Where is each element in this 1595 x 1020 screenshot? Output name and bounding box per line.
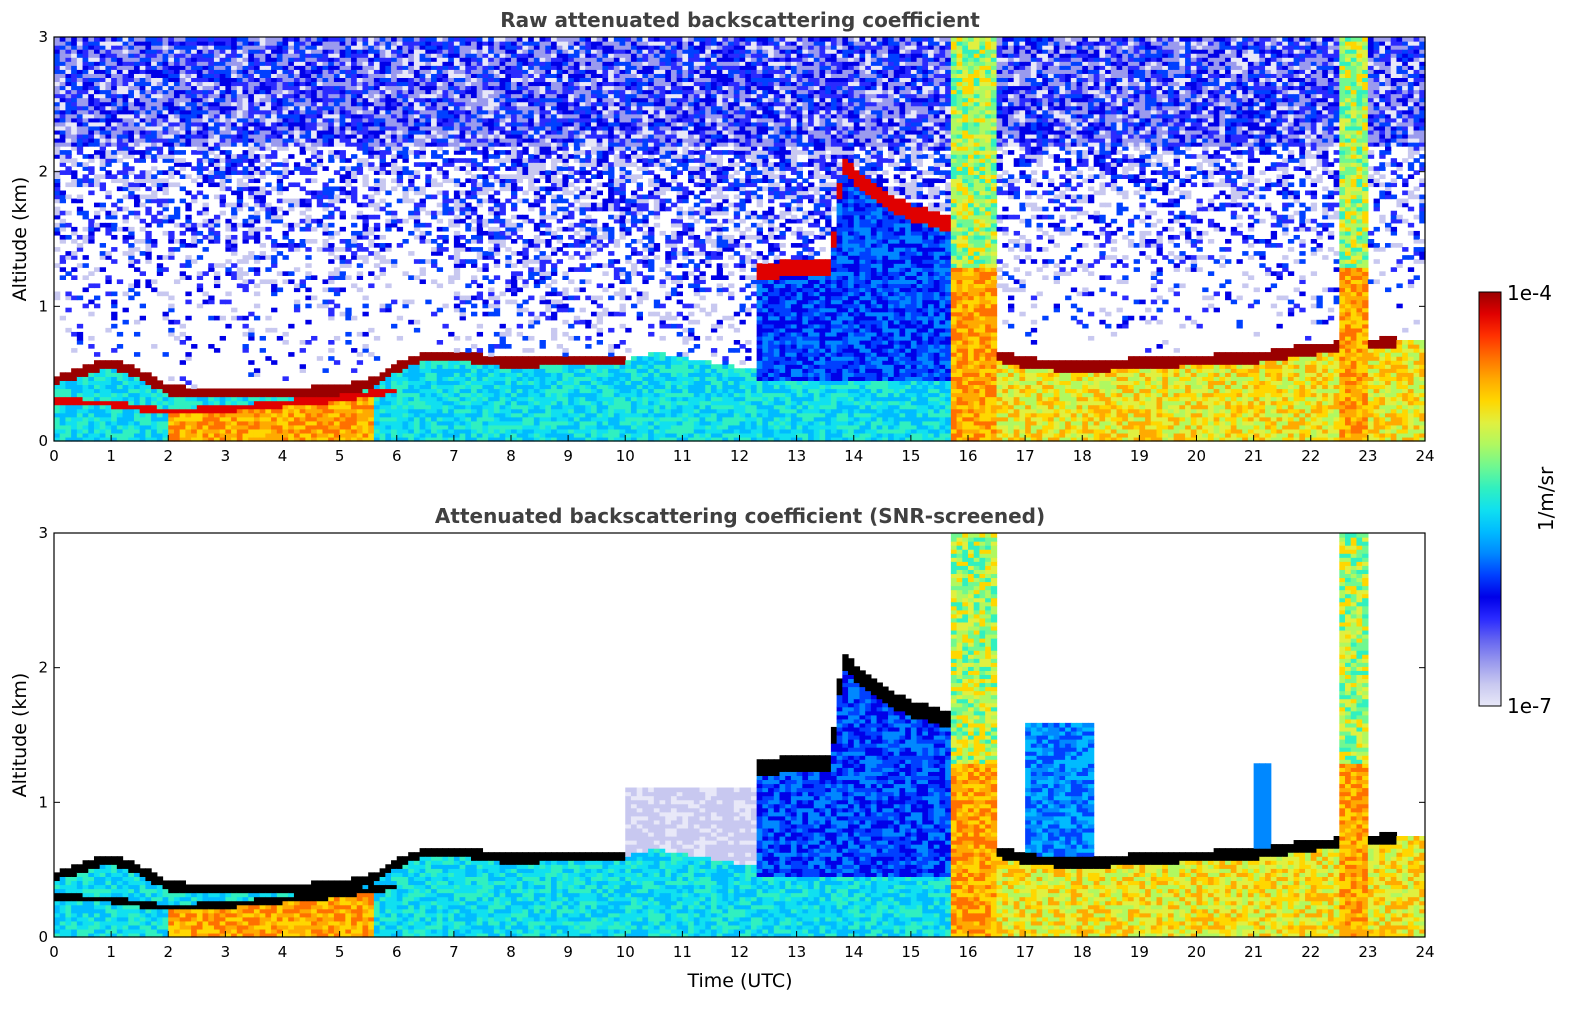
x-tick-label: 24 <box>1415 943 1434 961</box>
x-tick-label: 1 <box>106 447 116 465</box>
x-tick-label: 21 <box>1244 447 1263 465</box>
x-tick-label: 14 <box>844 447 863 465</box>
y-tick-label: 1 <box>38 297 48 315</box>
x-tick-label: 2 <box>163 943 173 961</box>
x-tick-label: 23 <box>1358 447 1377 465</box>
x-tick-label: 0 <box>49 943 59 961</box>
y-tick-label: 1 <box>38 793 48 811</box>
x-tick-label: 20 <box>1187 943 1206 961</box>
x-tick-label: 16 <box>958 447 977 465</box>
x-tick-label: 5 <box>335 447 345 465</box>
colorbar-min-label: 1e-7 <box>1507 694 1552 718</box>
x-tick-label: 16 <box>958 943 977 961</box>
y-tick-label: 3 <box>38 524 48 542</box>
x-tick-label: 5 <box>335 943 345 961</box>
x-tick-label: 8 <box>506 447 516 465</box>
x-tick-label: 18 <box>1073 447 1092 465</box>
x-tick-label: 9 <box>563 943 573 961</box>
x-tick-label: 12 <box>730 447 749 465</box>
x-tick-label: 10 <box>616 943 635 961</box>
panel-screened-heatmap <box>54 533 1426 938</box>
x-tick-label: 7 <box>449 943 459 961</box>
x-tick-label: 22 <box>1301 447 1320 465</box>
panel-screened: Attenuated backscattering coefficient (S… <box>9 504 1435 992</box>
x-tick-label: 15 <box>901 943 920 961</box>
x-tick-label: 18 <box>1073 943 1092 961</box>
x-tick-label: 3 <box>221 943 231 961</box>
x-tick-label: 4 <box>278 943 288 961</box>
x-tick-label: 19 <box>1130 943 1149 961</box>
y-tick-label: 3 <box>38 28 48 46</box>
x-tick-label: 17 <box>1016 943 1035 961</box>
x-tick-label: 21 <box>1244 943 1263 961</box>
x-tick-label: 23 <box>1358 943 1377 961</box>
x-tick-label: 4 <box>278 447 288 465</box>
x-tick-label: 13 <box>787 447 806 465</box>
x-tick-label: 6 <box>392 943 402 961</box>
x-tick-label: 12 <box>730 943 749 961</box>
x-tick-label: 6 <box>392 447 402 465</box>
panel-raw-title: Raw attenuated backscattering coefficien… <box>500 8 980 32</box>
x-tick-label: 1 <box>106 943 116 961</box>
panel-raw-heatmap <box>54 37 1426 442</box>
x-tick-label: 10 <box>616 447 635 465</box>
x-tick-label: 22 <box>1301 943 1320 961</box>
panel-screened-title: Attenuated backscattering coefficient (S… <box>435 504 1045 528</box>
panel-screened-ylabel: Altitude (km) <box>9 673 31 798</box>
panel-screened-xlabel: Time (UTC) <box>686 970 792 992</box>
x-tick-label: 11 <box>673 447 692 465</box>
y-tick-label: 0 <box>38 432 48 450</box>
panel-raw: Raw attenuated backscattering coefficien… <box>9 8 1435 465</box>
x-tick-label: 15 <box>901 447 920 465</box>
x-tick-label: 11 <box>673 943 692 961</box>
colorbar: 1e-4 1e-7 1/m/sr <box>1479 281 1558 718</box>
x-tick-label: 8 <box>506 943 516 961</box>
x-tick-label: 13 <box>787 943 806 961</box>
panel-raw-ylabel: Altitude (km) <box>9 177 31 302</box>
colorbar-units-label: 1/m/sr <box>1534 466 1558 531</box>
x-tick-label: 2 <box>163 447 173 465</box>
x-tick-label: 3 <box>221 447 231 465</box>
y-tick-label: 2 <box>38 659 48 677</box>
x-tick-label: 17 <box>1016 447 1035 465</box>
y-tick-label: 0 <box>38 928 48 946</box>
x-tick-label: 20 <box>1187 447 1206 465</box>
x-tick-label: 0 <box>49 447 59 465</box>
colorbar-gradient <box>1479 292 1501 706</box>
x-tick-label: 7 <box>449 447 459 465</box>
x-tick-label: 24 <box>1415 447 1434 465</box>
x-tick-label: 14 <box>844 943 863 961</box>
x-tick-label: 9 <box>563 447 573 465</box>
x-tick-label: 19 <box>1130 447 1149 465</box>
colorbar-max-label: 1e-4 <box>1507 281 1552 305</box>
y-tick-label: 2 <box>38 163 48 181</box>
